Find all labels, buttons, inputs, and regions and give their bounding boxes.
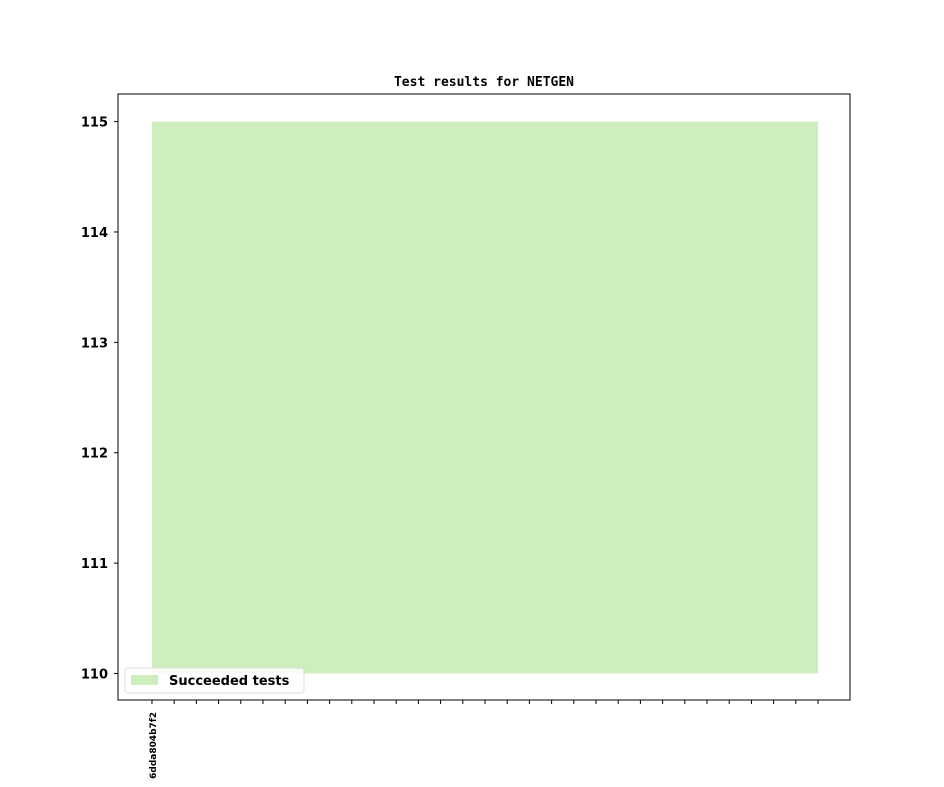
axes-frame bbox=[117, 93, 851, 701]
y-tick-label: 110 bbox=[81, 668, 108, 683]
plot-area: 110 111 112 113 114 115 6dda804b7f2 bbox=[81, 116, 819, 779]
chart-title: Test results for NETGEN bbox=[394, 75, 574, 90]
y-tick-label: 113 bbox=[81, 336, 108, 351]
legend-swatch bbox=[131, 675, 158, 685]
legend: Succeeded tests bbox=[124, 667, 305, 694]
y-tick-label: 111 bbox=[81, 557, 108, 572]
x-tick-label: 6dda804b7f2 bbox=[149, 712, 159, 779]
y-tick-label: 112 bbox=[81, 447, 108, 462]
y-tick-label: 115 bbox=[81, 116, 108, 131]
legend-label: Succeeded tests bbox=[169, 674, 290, 689]
y-tick-label: 114 bbox=[81, 226, 108, 241]
area-succeeded-tests bbox=[151, 121, 819, 674]
